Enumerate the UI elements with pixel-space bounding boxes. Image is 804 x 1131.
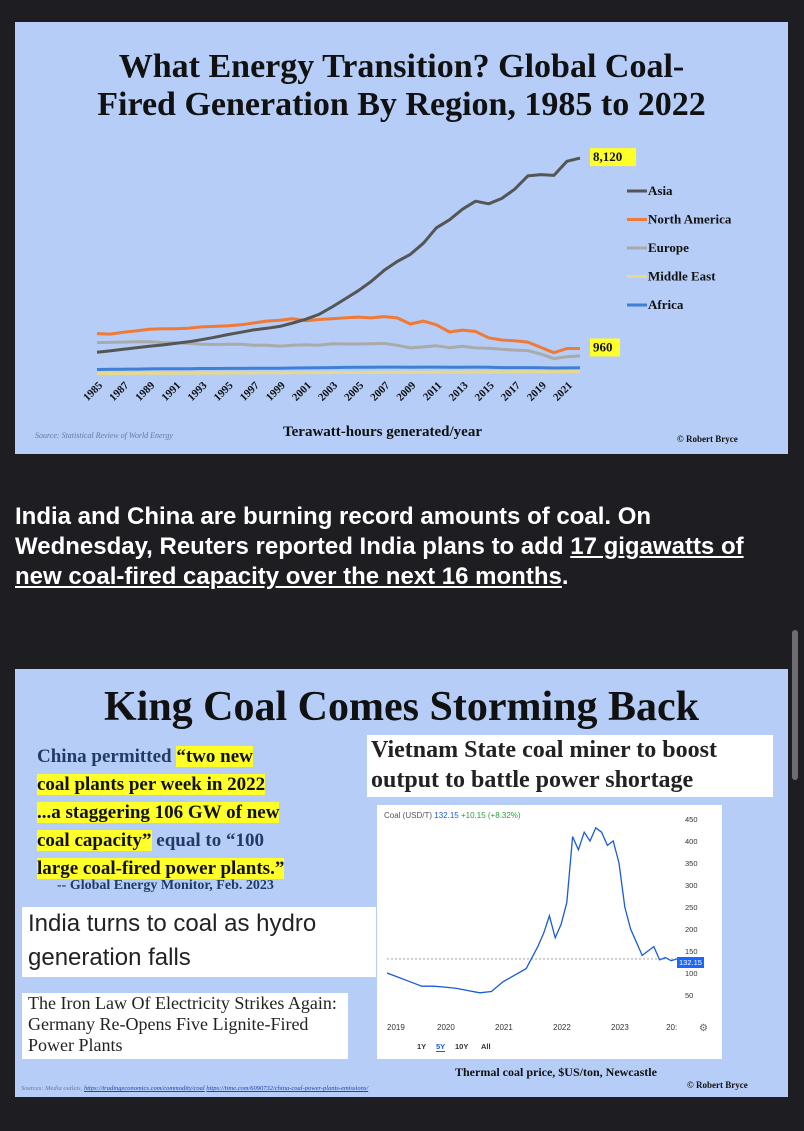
chart-credit: © Robert Bryce (677, 434, 738, 444)
coal-generation-chart-image: What Energy Transition? Global Coal- Fir… (15, 22, 788, 454)
asia-end-label-bg (590, 148, 636, 167)
region-line-chart: 1985 1987 1989 1991 1993 1995 1997 1999 2001 2003… (81, 148, 732, 404)
page-scrollbar[interactable] (792, 630, 798, 780)
y-tick-label: 200 (685, 925, 698, 934)
china-quote: China permitted “two new coal plants per… (37, 746, 285, 879)
source-link-time[interactable]: https://time.com/6090732/china-coal-powe… (206, 1085, 369, 1092)
x-axis-caption: Terawatt-hours generated/year (283, 424, 482, 440)
x-tick-label: 2019 (387, 1023, 405, 1032)
y-tick-label: 400 (685, 837, 698, 846)
x-tick-label: 2001 (290, 380, 314, 404)
range-all-button[interactable]: All (481, 1042, 491, 1051)
y-tick-label: 300 (685, 881, 698, 890)
china-quote-attribution: -- Global Energy Monitor, Feb. 2023 (57, 878, 274, 893)
y-tick-label: 150 (685, 947, 698, 956)
y-tick-label: 350 (685, 859, 698, 868)
x-tick-label: 20: (666, 1023, 677, 1032)
coal-price-caption: Thermal coal price, $US/ton, Newcastle (455, 1065, 657, 1079)
chart-source: Source: Statistical Review of World Ener… (35, 431, 173, 440)
legend-label: Asia (648, 183, 673, 198)
chart-title: What Energy Transition? Global Coal- Fir… (97, 48, 706, 123)
x-tick-label: 2013 (447, 379, 471, 403)
x-tick-label: 2020 (437, 1023, 455, 1032)
series-line-north-america (96, 315, 580, 355)
coal-price-chart: Coal (USD/T) 132.15 +10.15 (+8.32%) 450 4… (377, 805, 722, 1059)
x-tick-label: 2021 (495, 1023, 513, 1032)
source-link-tradingeconomics[interactable]: https://tradingeconomics.com/commodity/c… (83, 1085, 205, 1092)
x-tick-label: 1995 (212, 379, 236, 403)
collage-title: King Coal Comes Storming Back (103, 684, 699, 730)
x-tick-label: 2003 (316, 379, 340, 403)
range-5y-button[interactable]: 5Y (436, 1042, 446, 1052)
x-tick-label: 2019 (525, 379, 549, 403)
x-tick-label: 1987 (107, 379, 131, 403)
x-tick-label: 2007 (368, 379, 392, 403)
gear-icon[interactable]: ⚙ (699, 1023, 708, 1034)
reuters-link[interactable]: 17 gigawatts of new coal-fired capacity … (15, 533, 744, 590)
x-tick-label: 1993 (186, 379, 210, 403)
king-coal-collage-image: King Coal Comes Storming Back China perm… (15, 669, 788, 1097)
range-1y-button[interactable]: 1Y (417, 1042, 427, 1051)
series-line-middle-east (97, 370, 580, 375)
coal-price-line: 450 400 350 300 250 200 150 100 50 2019 2020 2021 20… (386, 815, 698, 1032)
india-headline: India turns to coal as hydro generation … (22, 907, 376, 977)
coal-price-series (386, 826, 678, 994)
germany-headline: The Iron Law Of Electricity Strikes Agai… (22, 993, 348, 1059)
legend-label: North America (648, 212, 732, 227)
north-america-end-label-bg (590, 338, 620, 357)
x-tick-label: 1991 (159, 380, 183, 404)
coal-price-header: Coal (USD/T) 132.15 +10.15 (+8.32%) (384, 811, 521, 820)
collage-sources: Sources: Media outlets, https://tradinge… (21, 1085, 369, 1092)
series-line-asia (96, 156, 581, 354)
x-tick-label: 1989 (133, 379, 157, 403)
legend-label: Europe (648, 240, 689, 255)
x-tick-label: 1985 (81, 379, 105, 403)
range-10y-button[interactable]: 10Y (455, 1042, 469, 1051)
legend-label: Middle East (648, 269, 716, 284)
collage-credit: © Robert Bryce (687, 1080, 748, 1090)
x-tick-label: 2021 (551, 380, 575, 404)
y-tick-label: 50 (685, 991, 693, 1000)
y-tick-label: 100 (685, 969, 698, 978)
x-tick-label: 2017 (499, 379, 523, 403)
x-tick-label: 2015 (473, 379, 497, 403)
x-tick-label: 2011 (421, 380, 445, 404)
north-america-end-label: 960 (593, 339, 613, 354)
series-line-africa (96, 365, 581, 371)
y-tick-label: 250 (685, 903, 698, 912)
article-paragraph: India and China are burning record amoun… (15, 503, 744, 590)
x-tick-label: 1997 (238, 379, 262, 403)
x-tick-label: 2022 (553, 1023, 571, 1032)
x-tick-label: 2009 (394, 379, 418, 403)
vietnam-headline: Vietnam State coal miner to boost output… (367, 735, 773, 797)
x-tick-label: 1999 (264, 379, 288, 403)
y-tick-label: 450 (685, 815, 698, 824)
asia-end-label: 8,120 (593, 149, 622, 164)
x-tick-label: 2005 (342, 379, 366, 403)
current-price-tag: 132.15 (677, 957, 704, 968)
x-tick-label: 2023 (611, 1023, 629, 1032)
legend-label: Africa (648, 297, 684, 312)
